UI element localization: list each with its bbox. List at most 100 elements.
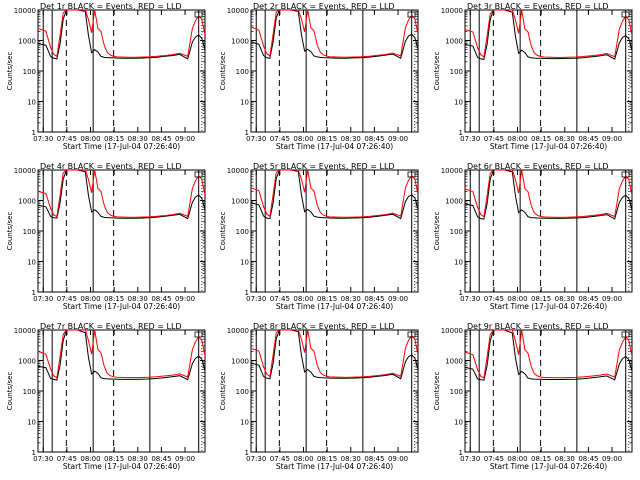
series-line-lld [251, 170, 418, 218]
chart-title: Det 8r BLACK = Events, RED = LLD [253, 322, 395, 331]
y-tick-label: 10000 [227, 7, 249, 15]
plot-frame [250, 169, 419, 293]
x-tick-label: 08:30 [341, 295, 361, 303]
chart-panel: Det 8r BLACK = Events, RED = LLD 1 10 100 10… [219, 322, 419, 471]
y-axis-label: Counts/sec [6, 52, 14, 91]
y-tick-label: 10 [27, 419, 36, 427]
chart-title: Det 9r BLACK = Events, RED = LLD [467, 322, 609, 331]
y-tick-label: 10000 [14, 167, 36, 175]
y-axis-label: Counts/sec [433, 212, 441, 251]
plot-frame [250, 9, 419, 133]
x-tick-label: 08:00 [507, 135, 527, 143]
x-tick-label: 08:45 [151, 135, 171, 143]
x-tick-label: 08:15 [531, 455, 551, 463]
legend-box [407, 331, 416, 338]
y-tick-label: 100 [450, 68, 463, 76]
x-tick-label: 09:00 [388, 455, 408, 463]
chart-panel: Det 2r BLACK = Events, RED = LLD 1 10 100 10… [219, 2, 419, 151]
y-tick-label: 1 [245, 289, 249, 297]
x-tick-label: 08:45 [364, 455, 384, 463]
chart-panel: Det 7r BLACK = Events, RED = LLD 1 10 100 10… [6, 322, 206, 471]
x-tick-label: 09:00 [602, 295, 622, 303]
chart-panel: Det 1r BLACK = Events, RED = LLD 1 10 100 10… [6, 2, 206, 151]
x-tick-label: 08:00 [293, 455, 313, 463]
y-tick-label: 100 [236, 388, 249, 396]
y-tick-label: 100 [236, 228, 249, 236]
legend-box [407, 171, 416, 178]
x-axis-label: Start Time (17-Jul-04 07:26:40) [276, 142, 393, 151]
series-line-lld [251, 330, 418, 378]
legend-box [621, 11, 630, 18]
legend-box [194, 11, 203, 18]
x-tick-label: 08:45 [364, 135, 384, 143]
x-tick-label: 08:45 [151, 455, 171, 463]
y-tick-label: 1 [459, 129, 463, 137]
y-tick-label: 1000 [18, 198, 36, 206]
chart-title: Det 3r BLACK = Events, RED = LLD [467, 2, 609, 11]
y-tick-label: 1000 [231, 198, 249, 206]
x-tick-label: 08:45 [364, 295, 384, 303]
y-tick-label: 10 [240, 99, 249, 107]
y-tick-label: 10 [27, 99, 36, 107]
plot-frame [250, 329, 419, 453]
series-line-lld [251, 10, 418, 58]
x-tick-label: 08:15 [317, 455, 337, 463]
chart-panel: Det 4r BLACK = Events, RED = LLD 1 10 100 10… [6, 162, 206, 311]
x-tick-label: 07:30 [33, 295, 53, 303]
x-tick-label: 07:45 [484, 295, 504, 303]
y-tick-label: 100 [23, 68, 36, 76]
plot-frame [37, 9, 206, 133]
y-tick-label: 1 [32, 289, 36, 297]
series-line-lld [465, 170, 632, 218]
x-tick-label: 08:45 [578, 455, 598, 463]
x-tick-label: 07:45 [270, 455, 290, 463]
series-line-events [251, 330, 418, 380]
y-axis-label: Counts/sec [219, 52, 227, 91]
x-tick-label: 08:15 [104, 455, 124, 463]
series-line-lld [465, 330, 632, 379]
series-line-events [38, 10, 205, 60]
chart-title: Det 4r BLACK = Events, RED = LLD [40, 162, 182, 171]
y-axis-label: Counts/sec [219, 372, 227, 411]
legend-box [194, 171, 203, 178]
y-tick-label: 10 [240, 419, 249, 427]
chart-title: Det 7r BLACK = Events, RED = LLD [40, 322, 182, 331]
x-tick-label: 07:45 [270, 295, 290, 303]
x-tick-label: 08:30 [555, 295, 575, 303]
legend-box [621, 171, 630, 178]
x-tick-label: 08:00 [80, 455, 100, 463]
x-tick-label: 09:00 [388, 135, 408, 143]
x-tick-label: 08:00 [293, 135, 313, 143]
y-tick-label: 1000 [18, 358, 36, 366]
chart-title: Det 2r BLACK = Events, RED = LLD [253, 2, 395, 11]
y-tick-label: 1 [32, 449, 36, 457]
y-axis-label: Counts/sec [219, 212, 227, 251]
x-tick-label: 08:45 [151, 295, 171, 303]
y-axis-label: Counts/sec [433, 52, 441, 91]
x-tick-label: 09:00 [602, 455, 622, 463]
x-axis-label: Start Time (17-Jul-04 07:26:40) [276, 462, 393, 471]
x-tick-label: 08:00 [507, 455, 527, 463]
x-tick-label: 07:30 [33, 135, 53, 143]
y-tick-label: 10 [27, 259, 36, 267]
series-line-events [38, 330, 205, 381]
x-tick-label: 09:00 [175, 455, 195, 463]
x-tick-label: 08:15 [104, 295, 124, 303]
x-tick-label: 09:00 [388, 295, 408, 303]
plot-frame [464, 169, 633, 293]
x-tick-label: 09:00 [175, 295, 195, 303]
y-tick-label: 10000 [441, 7, 463, 15]
x-tick-label: 07:30 [246, 455, 266, 463]
x-tick-label: 08:30 [128, 455, 148, 463]
x-tick-label: 07:45 [484, 135, 504, 143]
y-tick-label: 10000 [227, 327, 249, 335]
y-tick-label: 1000 [231, 38, 249, 46]
series-line-events [251, 170, 418, 220]
x-axis-label: Start Time (17-Jul-04 07:26:40) [490, 142, 607, 151]
x-tick-label: 08:30 [555, 135, 575, 143]
plot-frame [464, 329, 633, 453]
series-line-events [465, 330, 632, 381]
y-tick-label: 1 [245, 129, 249, 137]
x-tick-label: 08:30 [555, 455, 575, 463]
